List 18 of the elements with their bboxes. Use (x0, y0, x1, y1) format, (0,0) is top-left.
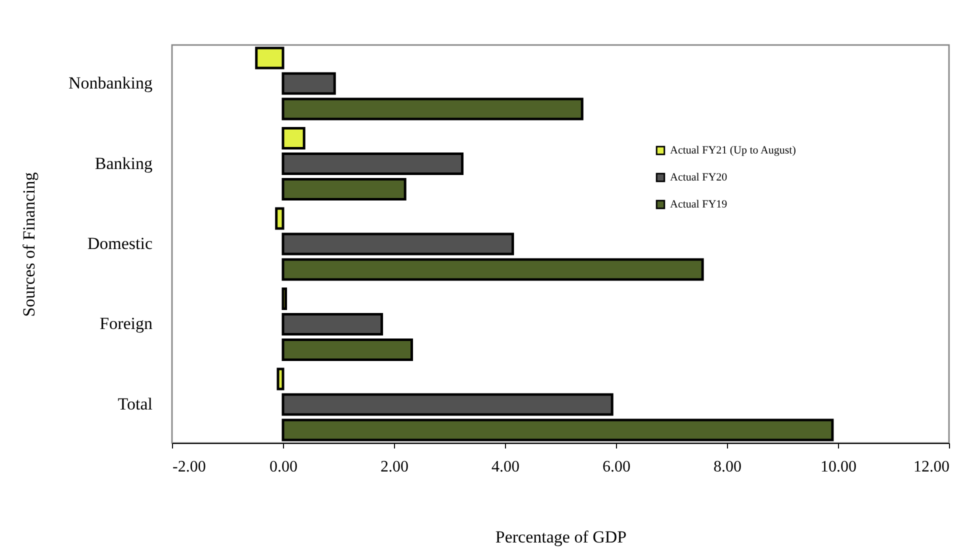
x-tick-label: 4.00 (492, 458, 520, 476)
x-tick-label: 8.00 (714, 458, 742, 476)
x-tick-label: 10.00 (820, 458, 856, 476)
y-tick-label: Foreign (100, 314, 153, 334)
x-axis-title: Percentage of GDP (495, 528, 627, 546)
y-tick-label: Total (118, 394, 153, 414)
x-tick-label: 6.00 (602, 458, 630, 476)
x-tick-label: 12.00 (914, 458, 950, 476)
y-tick-label: Banking (94, 154, 153, 173)
x-tick-label: 2.00 (380, 458, 408, 476)
legend-label: Actual FY21 (Up to August) (670, 144, 796, 156)
y-axis-title: Sources of Financing (19, 172, 38, 317)
legend-label: Actual FY19 (670, 198, 728, 210)
x-tick-label: -2.00 (172, 458, 206, 476)
y-tick-label: Nonbanking (68, 74, 153, 93)
y-tick-label: Domestic (87, 234, 153, 253)
x-tick-label: 0.00 (270, 458, 298, 476)
legend-label: Actual FY20 (670, 172, 728, 184)
